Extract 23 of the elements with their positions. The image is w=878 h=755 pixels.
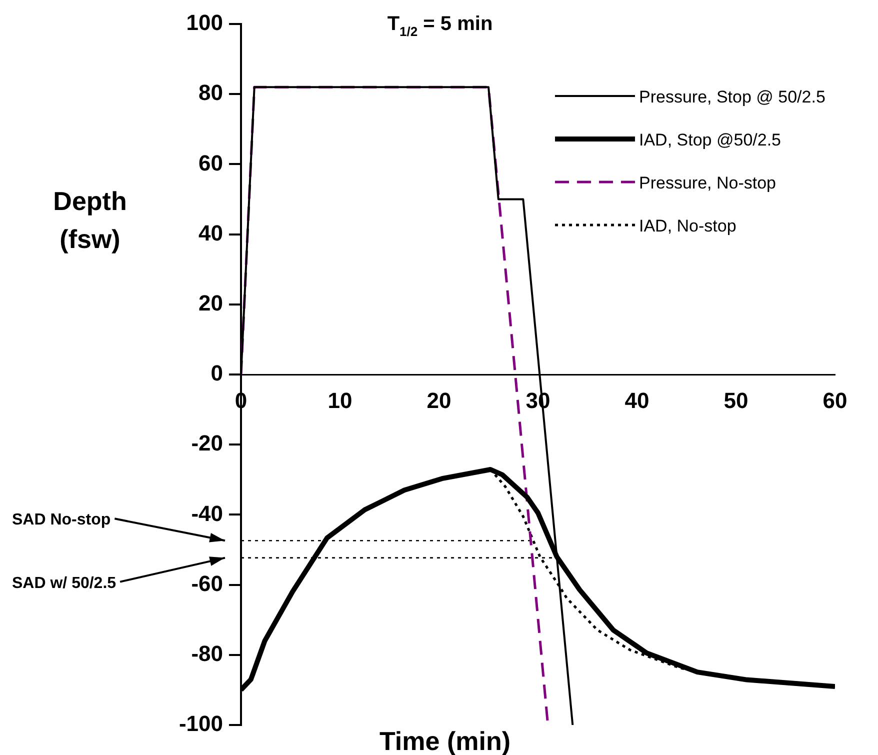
- x-tick-label: 40: [624, 388, 650, 413]
- legend-label: IAD, No-stop: [639, 216, 736, 236]
- y-tick-label: 0: [210, 360, 223, 386]
- y-tick-label: 40: [198, 220, 223, 246]
- y-tick-label: -40: [191, 500, 223, 526]
- y-tick-label: -100: [178, 711, 223, 736]
- legend-label: Pressure, No-stop: [639, 174, 776, 193]
- x-tick-label: 60: [822, 388, 848, 413]
- legend-label: IAD, Stop @50/2.5: [639, 130, 782, 150]
- y-tick-label: -80: [191, 640, 223, 666]
- legend-label: Pressure, Stop @ 50/2.5: [639, 88, 826, 107]
- x-tick-label: 20: [426, 388, 452, 413]
- y-tick-label: 80: [198, 80, 223, 106]
- x-tick-label: 50: [724, 388, 748, 413]
- y-axis-title: Depth (fsw): [53, 186, 127, 254]
- y-tick-label: -20: [191, 430, 223, 456]
- text: SAD No-stop: [12, 512, 111, 529]
- y-tick-label: -60: [191, 570, 223, 596]
- y-tick-label: 20: [198, 290, 223, 316]
- y-tick-label: 60: [198, 150, 223, 176]
- x-tick-label: 10: [328, 388, 352, 413]
- y-tick-label: 100: [186, 10, 223, 36]
- text: SAD w/ 50/2.5: [12, 574, 116, 592]
